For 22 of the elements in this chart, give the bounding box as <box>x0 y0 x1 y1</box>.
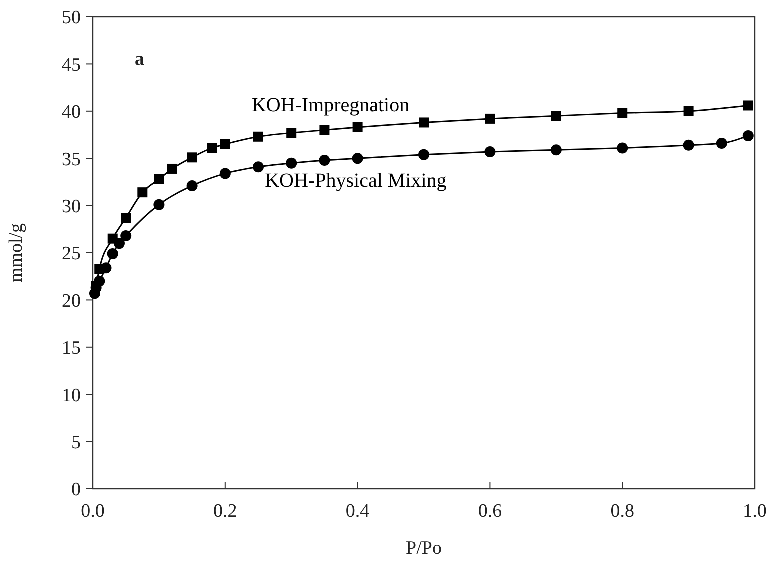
x-tick-label: 0.8 <box>610 501 634 522</box>
x-tick-label: 0.6 <box>478 501 502 522</box>
y-tick-label: 40 <box>62 102 81 124</box>
x-tick-label: 0.2 <box>214 501 238 522</box>
series-label: KOH-Impregnation <box>252 94 410 116</box>
series-label: KOH-Physical Mixing <box>265 170 447 192</box>
y-tick-label: 25 <box>62 244 81 265</box>
y-tick-label: 50 <box>62 8 81 29</box>
y-tick-label: 0 <box>72 480 81 501</box>
x-tick-label: 0.0 <box>81 501 105 522</box>
x-axis-title: P/Po <box>406 538 442 559</box>
y-tick-label: 30 <box>62 196 81 218</box>
y-tick-label: 45 <box>62 54 81 76</box>
y-tick-label: 20 <box>62 290 81 312</box>
y-tick-label: 15 <box>62 338 81 360</box>
y-tick-label: 35 <box>62 149 81 170</box>
y-tick-label: 5 <box>72 432 81 454</box>
y-tick-label: 10 <box>62 385 81 406</box>
x-tick-label: 0.4 <box>346 501 370 522</box>
y-axis-title: mmol/g <box>6 222 27 283</box>
x-tick-label: 1.0 <box>743 501 767 522</box>
annotation: a <box>135 49 145 70</box>
